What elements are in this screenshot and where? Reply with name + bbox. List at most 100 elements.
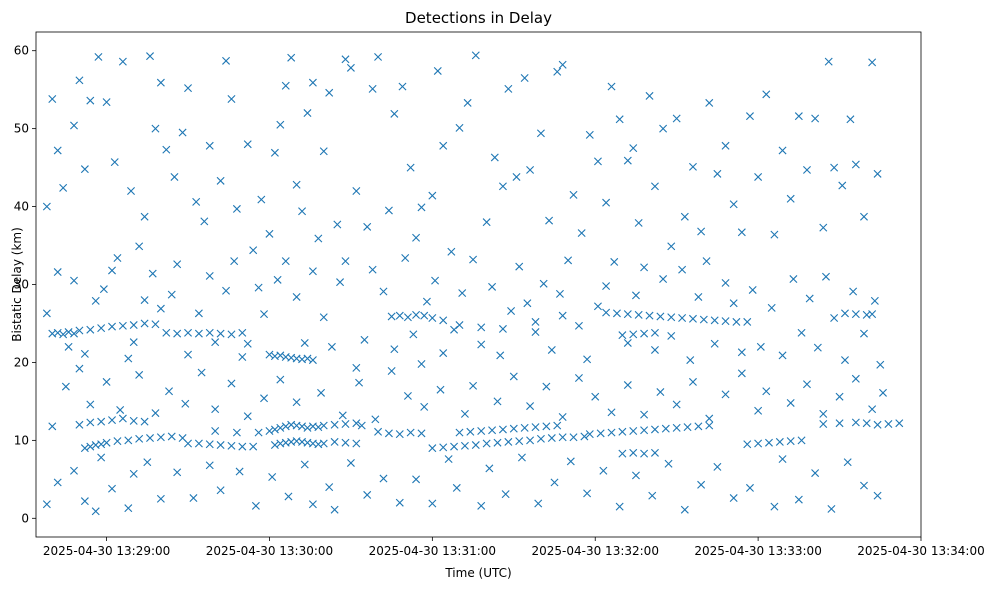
data-point [80,497,89,506]
data-point [851,310,860,319]
data-point [75,76,84,85]
data-point [108,484,117,493]
data-point [143,458,152,467]
data-point [314,234,323,243]
data-point [368,84,377,93]
data-point [455,428,464,437]
data-point [216,486,225,495]
data-point [631,291,640,300]
data-point [860,212,868,221]
data-point [346,63,355,72]
data-point [838,181,847,190]
data-point [656,388,665,397]
data-point [745,112,754,121]
data-point [455,123,464,132]
data-point [683,423,692,432]
data-point [439,316,448,325]
data-point [308,356,317,365]
data-point [368,265,377,274]
data-point [140,417,149,426]
data-point [618,331,627,340]
data-point [593,157,602,166]
data-point [270,425,279,434]
data-point [156,494,165,503]
data-point [737,348,746,357]
data-point [227,441,236,450]
data-point [412,233,421,242]
data-point [466,427,475,436]
data-point [504,437,513,446]
data-point [536,434,545,443]
data-point [607,82,616,91]
data-point [162,145,171,154]
data-point [868,58,877,67]
x-tick-label: 2025-04-30 13:29:00 [43,544,170,558]
data-point [469,381,478,390]
data-point [156,304,165,313]
data-point [135,370,144,379]
x-tick-label: 2025-04-30 13:31:00 [369,544,496,558]
data-point [667,242,676,251]
plot-area [36,32,921,537]
data-point [216,441,225,450]
data-point [276,375,285,384]
data-point [439,349,448,358]
data-point [387,367,396,375]
data-point [710,316,719,325]
data-point [819,420,828,428]
data-point [471,51,480,60]
data-point [729,200,738,209]
data-point [721,390,730,399]
data-point [688,314,697,323]
data-point [811,114,820,123]
data-point [371,415,380,424]
data-point [477,323,486,332]
data-point [523,299,532,308]
data-point [330,420,339,429]
data-point [108,322,117,331]
data-point [205,271,214,280]
data-point [431,276,440,285]
data-point [428,499,437,508]
data-point [602,308,611,317]
data-point [811,469,820,478]
data-point [477,427,486,436]
data-point [482,439,491,448]
data-point [526,436,535,445]
data-point [390,345,399,354]
data-point [53,478,62,487]
y-tick-label: 50 [14,122,29,136]
data-point [222,56,231,65]
data-point [303,109,312,118]
data-point [778,351,787,360]
data-point [80,165,89,174]
data-point [610,257,619,266]
data-point [659,275,668,284]
chart-title: Detections in Delay [405,9,552,27]
data-point [819,409,828,418]
data-point [762,90,771,99]
data-point [553,67,562,76]
data-point [319,147,328,156]
x-tick-label: 2025-04-30 13:32:00 [532,544,659,558]
data-point [151,409,160,418]
data-point [91,296,100,305]
data-point [656,312,665,321]
data-point [341,257,350,266]
data-point [870,296,879,305]
data-point [173,260,182,269]
data-point [450,442,459,451]
data-point [287,53,296,62]
data-point [341,438,350,447]
data-point [607,428,616,437]
data-point [319,421,328,430]
data-point [227,330,236,339]
data-point [205,328,214,337]
data-point [325,483,334,492]
data-point [737,228,746,237]
data-point [181,399,190,408]
data-point [558,60,567,69]
data-point [194,309,203,318]
data-point [498,182,507,191]
